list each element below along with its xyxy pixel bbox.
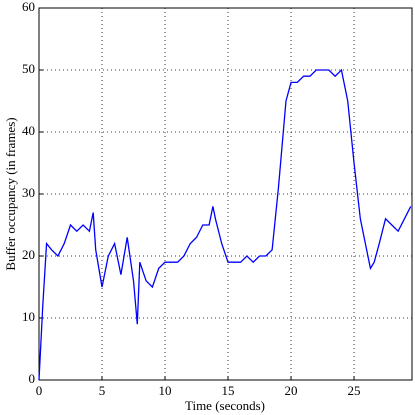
y-axis-label: Buffer occupancy (in frames): [3, 117, 18, 270]
plot-frame: [38, 7, 413, 381]
y-tick-label: 0: [29, 371, 36, 386]
x-tick-label: 15: [222, 383, 235, 398]
x-axis-label: Time (seconds): [185, 398, 265, 413]
x-tick-label: 10: [159, 383, 172, 398]
y-tick-label: 50: [22, 61, 35, 76]
y-tick-label: 30: [22, 185, 35, 200]
y-tick-label: 10: [22, 309, 35, 324]
data-line: [38, 68, 412, 381]
y-tick-label: 40: [22, 123, 35, 138]
x-tick-label: 0: [36, 383, 43, 398]
x-tick-label: 5: [99, 383, 106, 398]
y-tick-label: 20: [22, 247, 35, 262]
y-tick-label: 60: [22, 0, 35, 14]
x-tick-label: 20: [285, 383, 298, 398]
x-tick-label: 25: [348, 383, 361, 398]
